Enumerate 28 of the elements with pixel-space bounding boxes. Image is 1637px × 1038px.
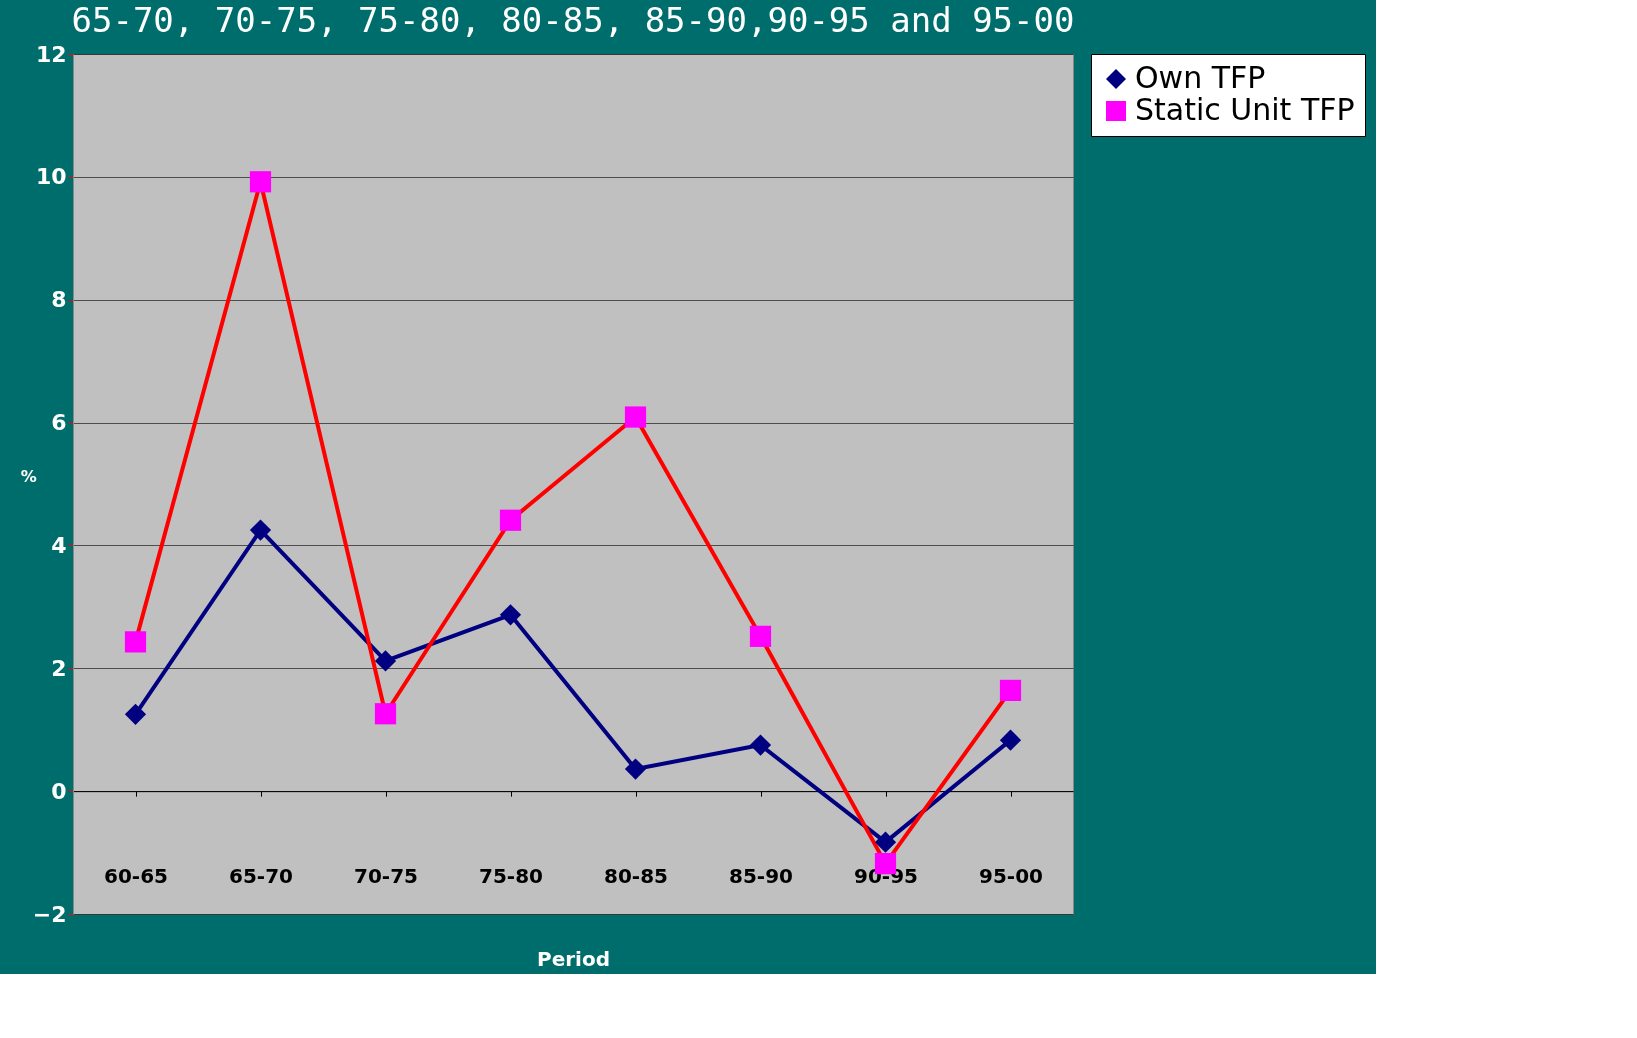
chart-title: 65-70, 70-75, 75-80, 80-85, 85-90,90-95 and 95-00 bbox=[71, 0, 1075, 40]
point bbox=[624, 758, 647, 780]
point bbox=[499, 604, 522, 626]
y-tick-label: 8 bbox=[51, 287, 67, 313]
x-tick-label: 95-00 bbox=[979, 863, 1043, 888]
point bbox=[124, 703, 147, 725]
x-axis-title: Period bbox=[537, 946, 610, 971]
x-tick-label: 65-70 bbox=[229, 863, 293, 888]
point bbox=[374, 650, 397, 672]
x-tick-label: 80-85 bbox=[604, 863, 668, 888]
point bbox=[999, 729, 1022, 751]
y-axis-title: % bbox=[20, 466, 37, 486]
legend-label: Static Unit TFP bbox=[1135, 92, 1355, 127]
point bbox=[749, 734, 772, 756]
y-tick-label: 2 bbox=[51, 655, 67, 681]
y-tick-label: 10 bbox=[35, 164, 67, 190]
y-tick-label: 0 bbox=[51, 778, 67, 804]
y-tick-label: 12 bbox=[35, 41, 67, 67]
x-tick-label: 75-80 bbox=[479, 863, 543, 888]
point bbox=[874, 831, 897, 853]
legend-label: Own TFP bbox=[1135, 60, 1266, 95]
x-tick-label: 60-65 bbox=[104, 863, 168, 888]
y-tick-label: −2 bbox=[32, 901, 67, 927]
point bbox=[249, 519, 272, 541]
x-tick-label: 70-75 bbox=[354, 863, 418, 888]
y-tick-label: 6 bbox=[51, 410, 67, 436]
y-tick-label: 4 bbox=[51, 532, 67, 558]
x-tick-label: 85-90 bbox=[729, 863, 793, 888]
